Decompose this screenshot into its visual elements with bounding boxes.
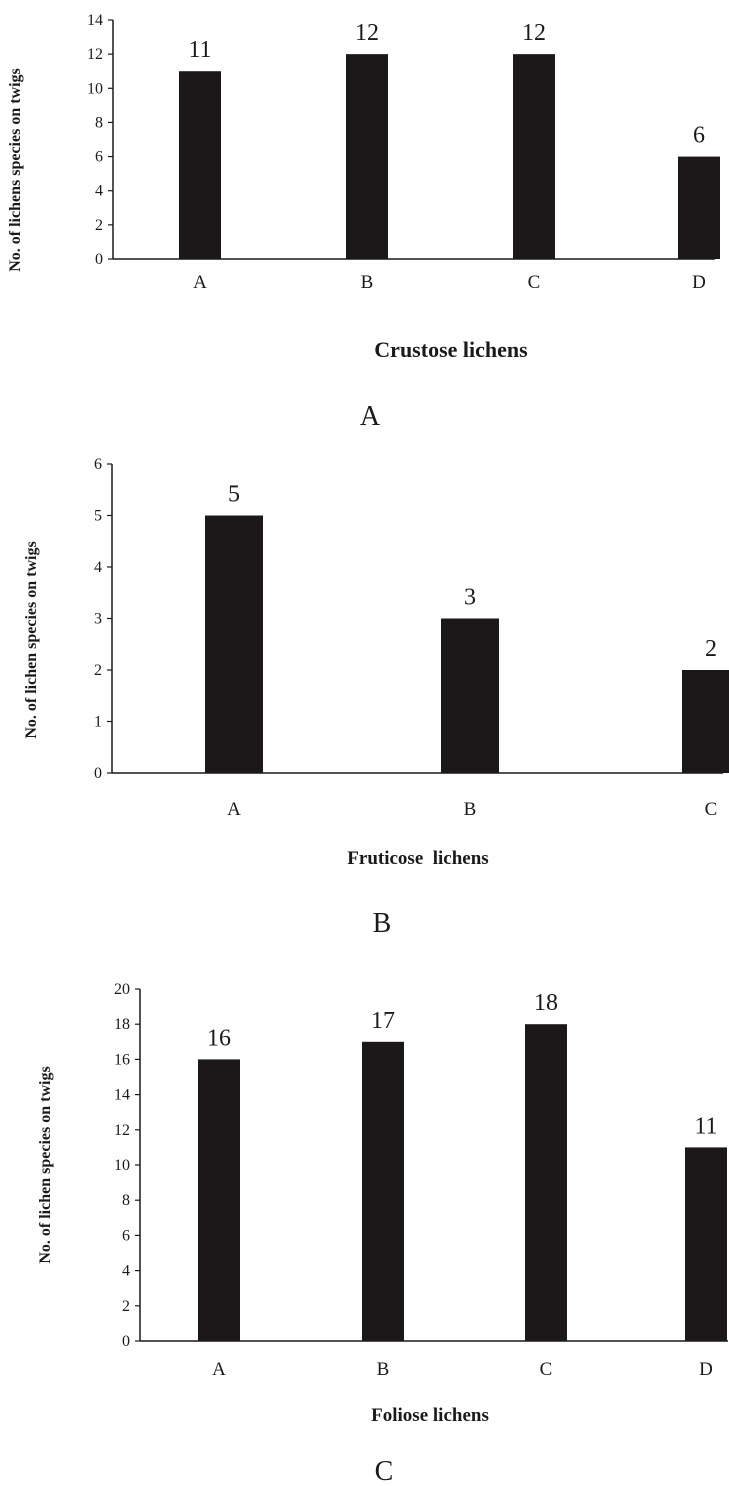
data-label: 12: [522, 20, 546, 46]
y-tick-label: 0: [94, 765, 102, 782]
y-tick-label: 4: [95, 183, 103, 200]
y-tick-label: 10: [114, 1157, 130, 1174]
data-label: 17: [371, 1008, 395, 1034]
y-tick-label: 4: [94, 559, 102, 576]
y-tick-label: 0: [122, 1333, 130, 1350]
bar-b: [441, 618, 499, 773]
bar-c: [682, 670, 729, 773]
x-axis-label: Foliose lichens: [371, 1405, 489, 1426]
panel-label: A: [360, 401, 381, 432]
y-tick-label: 6: [122, 1227, 130, 1244]
y-tick-label: 10: [87, 80, 103, 97]
x-tick-label: C: [705, 799, 718, 820]
y-tick-label: 0: [95, 251, 103, 268]
y-tick-label: 18: [114, 1016, 130, 1033]
x-tick-label: B: [464, 799, 477, 820]
x-tick-label: A: [227, 799, 241, 820]
y-tick-label: 14: [87, 12, 103, 29]
bar-a: [198, 1059, 240, 1341]
x-tick-label: C: [528, 272, 541, 293]
bar-c: [525, 1024, 567, 1341]
y-tick-label: 12: [114, 1122, 130, 1139]
data-label: 11: [694, 1113, 717, 1139]
x-tick-label: B: [361, 272, 374, 293]
x-axis-label: Crustose lichens: [374, 337, 528, 362]
x-tick-label: A: [193, 272, 207, 293]
bar-d: [685, 1147, 727, 1341]
y-tick-label: 8: [95, 114, 103, 131]
y-tick-label: 2: [122, 1298, 130, 1315]
bar-c: [513, 54, 555, 260]
x-tick-label: A: [212, 1359, 226, 1380]
chart-c: 0 2 4 6 8 10 12 14 16 18 20 16 A 17 B 18 C 11 D No. of lich…: [37, 981, 728, 1486]
y-tick-label: 5: [94, 508, 102, 525]
y-tick-label: 16: [114, 1051, 130, 1068]
y-tick-label: 14: [114, 1087, 130, 1104]
x-axis-label: Fruticose lichens: [347, 848, 488, 869]
y-tick-label: 6: [94, 456, 102, 473]
data-label: 3: [464, 585, 476, 611]
y-tick-label: 2: [95, 217, 103, 234]
panel-label: B: [373, 908, 392, 939]
y-axis-label: No. of lichens species on twigs: [7, 68, 24, 272]
data-label: 11: [188, 37, 211, 63]
y-tick-label: 6: [95, 149, 103, 166]
bar-a: [205, 515, 263, 773]
y-axis-label: No. of lichen species on twigs: [23, 541, 40, 738]
y-axis-label: No. of lichen species on twigs: [37, 1066, 54, 1263]
panel-label: C: [375, 1456, 394, 1486]
data-label: 12: [355, 20, 379, 46]
x-tick-label: B: [377, 1359, 390, 1380]
x-tick-label: D: [699, 1359, 713, 1380]
y-tick-label: 3: [94, 611, 102, 628]
x-tick-label: D: [692, 272, 706, 293]
y-tick-label: 2: [94, 662, 102, 679]
data-label: 2: [705, 636, 717, 662]
chart-a: 0 2 4 6 8 10 12 14 11 A 12 B 12 C 6 D No. of lichens spe…: [7, 12, 720, 432]
data-label: 6: [693, 123, 705, 149]
y-tick-label: 20: [114, 981, 130, 998]
data-label: 16: [207, 1025, 231, 1051]
y-tick-label: 4: [122, 1263, 130, 1280]
y-tick-label: 8: [122, 1192, 130, 1209]
bar-b: [362, 1041, 404, 1341]
data-label: 18: [534, 990, 558, 1016]
y-tick-label: 1: [94, 714, 102, 731]
bar-b: [346, 54, 388, 260]
data-label: 5: [228, 482, 240, 508]
bar-d: [678, 156, 720, 259]
y-tick-label: 12: [87, 46, 103, 63]
bar-a: [179, 71, 221, 259]
chart-b: 0 1 2 3 4 5 6 5 A 3 B 2 C No. of lichen species on tw…: [23, 456, 729, 939]
x-tick-label: C: [540, 1359, 553, 1380]
